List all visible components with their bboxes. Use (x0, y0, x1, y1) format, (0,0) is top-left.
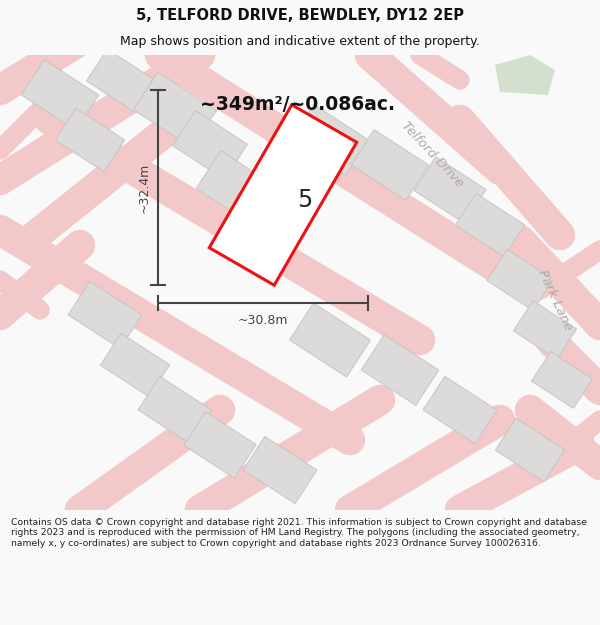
Text: Map shows position and indicative extent of the property.: Map shows position and indicative extent… (120, 35, 480, 48)
Polygon shape (423, 376, 497, 444)
Polygon shape (243, 436, 317, 504)
Polygon shape (496, 418, 565, 482)
Polygon shape (414, 157, 486, 223)
Polygon shape (196, 151, 284, 229)
Polygon shape (209, 105, 357, 285)
Polygon shape (292, 104, 368, 176)
Polygon shape (290, 303, 370, 377)
Polygon shape (532, 352, 592, 408)
Text: Telford Drive: Telford Drive (398, 119, 466, 191)
Polygon shape (495, 55, 555, 95)
Polygon shape (352, 129, 428, 201)
Text: 5: 5 (298, 188, 313, 212)
Polygon shape (86, 49, 154, 111)
Polygon shape (100, 333, 170, 397)
Text: ~349m²/~0.086ac.: ~349m²/~0.086ac. (200, 96, 395, 114)
Polygon shape (22, 59, 98, 131)
Polygon shape (173, 111, 247, 179)
Text: Contains OS data © Crown copyright and database right 2021. This information is : Contains OS data © Crown copyright and d… (11, 518, 587, 548)
Polygon shape (184, 412, 256, 478)
Polygon shape (133, 72, 217, 148)
Polygon shape (455, 193, 524, 257)
Text: ~30.8m: ~30.8m (238, 314, 288, 328)
Polygon shape (138, 376, 212, 444)
Polygon shape (361, 334, 439, 406)
Polygon shape (55, 108, 125, 172)
Text: 5, TELFORD DRIVE, BEWDLEY, DY12 2EP: 5, TELFORD DRIVE, BEWDLEY, DY12 2EP (136, 8, 464, 23)
Text: Park Lane: Park Lane (535, 268, 575, 332)
Text: ~32.4m: ~32.4m (137, 162, 151, 212)
Polygon shape (68, 281, 142, 349)
Polygon shape (487, 249, 553, 311)
Polygon shape (514, 301, 577, 359)
